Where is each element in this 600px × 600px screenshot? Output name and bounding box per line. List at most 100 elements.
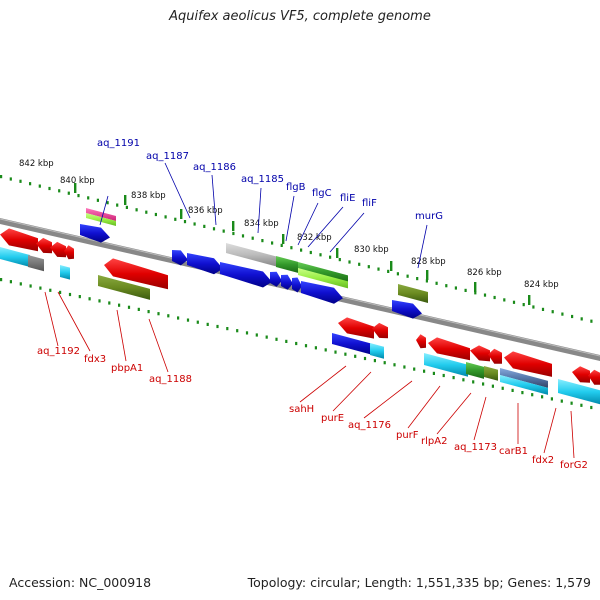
inner-tick-dot xyxy=(363,356,367,361)
outer-tick-dot xyxy=(9,177,12,181)
accession-text: Accession: NC_000918 xyxy=(9,575,152,590)
inner-tick-dot xyxy=(29,284,32,288)
inner-tick-dot xyxy=(88,297,91,301)
leader-line xyxy=(299,365,347,403)
inner-tick-dot xyxy=(167,314,170,318)
gene-label-fliE: fliE xyxy=(340,193,355,204)
outer-tick-dot xyxy=(319,253,322,257)
major-tick xyxy=(474,282,477,292)
major-tick xyxy=(124,195,127,205)
inner-tick-dot xyxy=(0,278,3,282)
feature-layer xyxy=(0,208,600,405)
inner-tick-dot xyxy=(373,359,376,363)
gene-arrow-blue xyxy=(292,277,302,293)
inner-tick-dot xyxy=(245,331,249,335)
gene-label-fdx2: fdx2 xyxy=(532,455,554,466)
leader-line xyxy=(307,206,344,248)
outer-tick-dot xyxy=(454,286,457,290)
inner-tick-dot xyxy=(118,303,121,307)
outer-tick-dot xyxy=(396,272,399,276)
major-tick xyxy=(426,270,429,280)
outer-tick-dot xyxy=(251,236,254,240)
inner-tick-dot xyxy=(285,339,288,343)
inner-tick-dot xyxy=(206,322,209,326)
gene-label-aq_1188: aq_1188 xyxy=(149,374,192,385)
outer-tick-dot xyxy=(406,274,409,278)
outer-tick-dot xyxy=(474,291,477,295)
inner-tick-dot xyxy=(511,388,514,392)
outer-tick-dot xyxy=(445,284,448,288)
scale-label: 830 kbp xyxy=(354,245,389,255)
outer-tick-dot xyxy=(435,281,438,285)
gene-label-aq_1173: aq_1173 xyxy=(454,442,497,453)
outer-tick-dot xyxy=(416,277,419,281)
leader-line xyxy=(57,291,91,352)
feature-dark-block xyxy=(28,255,44,272)
outer-tick-dot xyxy=(280,243,283,247)
inner-tick-dot xyxy=(580,403,583,407)
gene-label-fdx3: fdx3 xyxy=(84,354,106,365)
gene-label-pbpA1: pbpA1 xyxy=(111,363,143,374)
inner-tick-dot xyxy=(531,393,534,397)
outer-tick-dot xyxy=(425,279,428,283)
inner-tick-dot xyxy=(403,365,406,369)
outer-tick-dot xyxy=(116,203,119,207)
inner-tick-dot xyxy=(590,405,593,410)
inner-tick-dot xyxy=(383,361,386,365)
outer-tick-dot xyxy=(96,198,99,202)
scale-label: 834 kbp xyxy=(244,219,279,229)
feature-cyan-block xyxy=(370,343,384,359)
gene-arrow-blue xyxy=(220,262,272,288)
inner-tick-dot xyxy=(9,280,12,284)
gene-label-aq_1191: aq_1191 xyxy=(97,138,140,149)
feature-lime-block xyxy=(86,213,116,227)
inner-tick-dot xyxy=(226,327,229,331)
major-tick xyxy=(180,209,183,219)
gene-arrow-red xyxy=(64,245,74,260)
gene-label-fliF: fliF xyxy=(362,198,377,209)
outer-tick-dot xyxy=(38,184,41,188)
scale-label: 840 kbp xyxy=(60,176,95,186)
inner-tick-dot xyxy=(147,310,150,314)
inner-tick-dot xyxy=(216,324,219,329)
outer-tick-dot xyxy=(183,220,187,224)
leader-line xyxy=(148,318,169,373)
outer-tick-dot xyxy=(348,260,351,264)
scale-label: 826 kbp xyxy=(467,268,502,278)
gene-label-rlpA2: rlpA2 xyxy=(421,436,447,447)
gene-arrow-blue xyxy=(301,281,343,304)
outer-tick-dot xyxy=(483,293,487,297)
inner-tick-dot xyxy=(570,401,573,405)
feature-blue-block xyxy=(332,333,372,355)
feature-green-block xyxy=(466,362,484,379)
outer-tick-dot xyxy=(590,319,593,323)
gene-label-purE: purE xyxy=(321,413,344,424)
inner-tick-dot xyxy=(304,344,308,348)
leader-line xyxy=(44,291,59,347)
feature-cyan-block xyxy=(0,247,30,268)
feature-cyan-block xyxy=(60,265,70,280)
outer-tick-dot xyxy=(338,258,341,262)
leader-line xyxy=(543,407,557,454)
outer-tick-dot xyxy=(329,255,332,259)
outer-tick-dot xyxy=(125,205,128,209)
inner-tick-dot xyxy=(501,386,504,390)
inner-tick-dot xyxy=(314,346,317,350)
outer-tick-dot xyxy=(261,239,264,243)
leader-line xyxy=(332,371,372,412)
feature-cyan-block xyxy=(424,353,468,377)
gene-arrow-blue xyxy=(392,300,422,319)
gene-arrow-blue xyxy=(270,271,282,287)
leader-line xyxy=(99,195,109,226)
major-tick xyxy=(528,295,531,305)
gene-arrow-red xyxy=(470,345,490,362)
outer-tick-dot xyxy=(154,212,157,217)
genome-summary-text: Topology: circular; Length: 1,551,335 bp… xyxy=(247,575,591,590)
gene-arrow-blue xyxy=(80,224,110,243)
leader-line xyxy=(257,187,262,234)
inner-tick-dot xyxy=(108,301,111,305)
gene-label-aq_1187: aq_1187 xyxy=(146,151,189,162)
outer-tick-dot xyxy=(0,175,3,179)
scale-label: 832 kbp xyxy=(297,233,332,243)
major-tick xyxy=(390,261,393,271)
